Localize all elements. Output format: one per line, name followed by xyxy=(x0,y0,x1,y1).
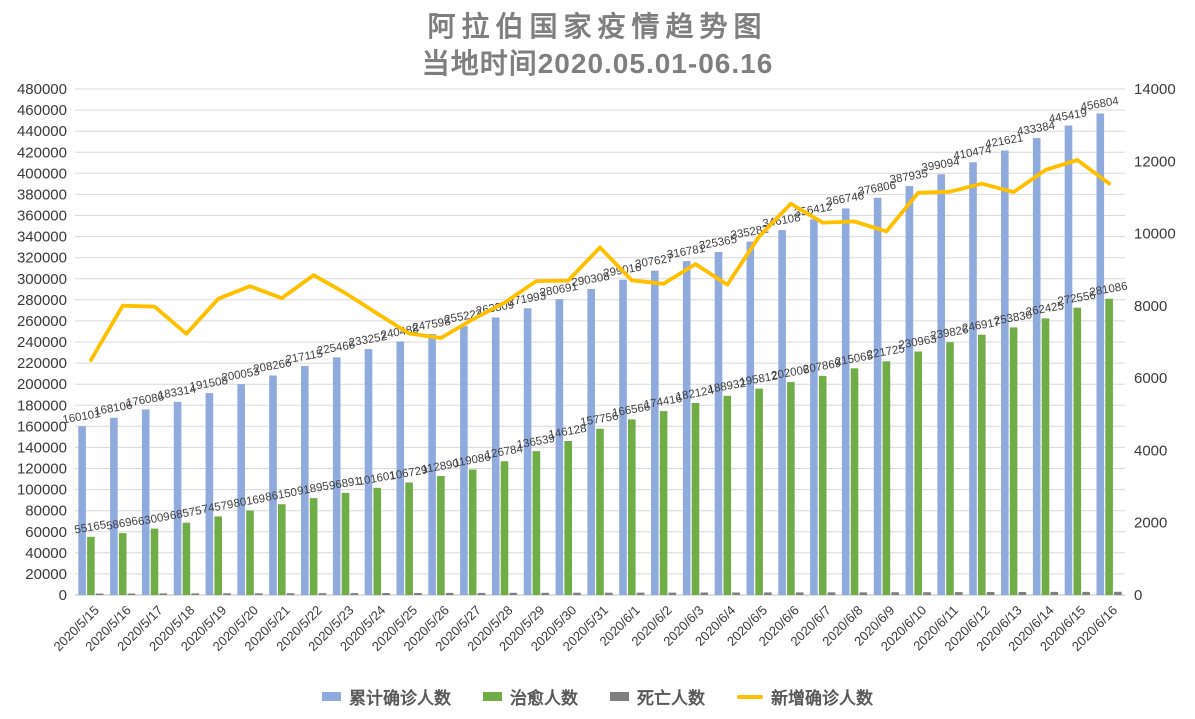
legend-label: 累计确诊人数 xyxy=(349,689,451,708)
svg-text:200000: 200000 xyxy=(17,376,67,393)
svg-text:220000: 220000 xyxy=(17,355,67,372)
series-bars-0 xyxy=(78,113,1105,596)
svg-text:280000: 280000 xyxy=(17,292,67,309)
svg-text:380000: 380000 xyxy=(17,186,67,203)
svg-text:400000: 400000 xyxy=(17,165,67,182)
x-axis-labels: 2020/5/152020/5/162020/5/172020/5/182020… xyxy=(51,603,1121,655)
series-bars-2 xyxy=(95,591,1122,595)
svg-text:86150: 86150 xyxy=(264,487,298,504)
svg-text:60000: 60000 xyxy=(25,524,67,541)
svg-text:140000: 140000 xyxy=(17,439,67,456)
chart-title: 阿拉伯国家疫情趋势图 xyxy=(427,11,768,42)
series-labels-0: 1601011681061760861833141915082000532082… xyxy=(62,95,1121,426)
svg-text:14000: 14000 xyxy=(1134,81,1176,98)
svg-text:2000: 2000 xyxy=(1134,515,1167,532)
chart-subtitle: 当地时间2020.05.01-06.16 xyxy=(421,48,774,79)
svg-text:91895: 91895 xyxy=(296,480,330,497)
svg-text:96891: 96891 xyxy=(328,475,362,492)
legend-bar-swatch xyxy=(610,692,629,701)
svg-text:58696: 58696 xyxy=(105,515,139,532)
series-bars-1 xyxy=(87,298,1113,595)
legend-bar-swatch xyxy=(483,692,502,701)
svg-text:20000: 20000 xyxy=(25,566,67,583)
legend: 累计确诊人数 治愈人数 死亡人数 新增确诊人数 xyxy=(0,684,1195,709)
svg-text:80169: 80169 xyxy=(233,493,267,510)
svg-text:120000: 120000 xyxy=(17,461,67,478)
svg-text:460000: 460000 xyxy=(17,102,67,119)
legend-label: 死亡人数 xyxy=(637,689,705,708)
svg-text:63009: 63009 xyxy=(137,511,171,528)
svg-text:40000: 40000 xyxy=(25,545,67,562)
legend-label: 新增确诊人数 xyxy=(771,689,873,708)
right-axis-ticks: 0 2000 4000 6000 8000 10000 12000 14000 xyxy=(1134,81,1176,604)
svg-text:55165: 55165 xyxy=(74,519,108,536)
svg-text:360000: 360000 xyxy=(17,208,67,225)
svg-text:340000: 340000 xyxy=(17,229,67,246)
svg-text:260000: 260000 xyxy=(17,313,67,330)
legend-item-0: 累计确诊人数 xyxy=(322,684,451,709)
svg-text:420000: 420000 xyxy=(17,144,67,161)
new-cases-line xyxy=(89,158,1111,363)
legend-item-3: 新增确诊人数 xyxy=(737,684,873,709)
svg-text:100000: 100000 xyxy=(17,482,67,499)
svg-text:68575: 68575 xyxy=(169,505,203,522)
svg-text:456804: 456804 xyxy=(1080,95,1120,114)
legend-line-swatch xyxy=(737,694,763,699)
svg-text:180000: 180000 xyxy=(17,397,67,414)
svg-text:240000: 240000 xyxy=(17,334,67,351)
svg-text:80000: 80000 xyxy=(25,503,67,520)
chart-svg: 0200004000060000800001000001200001400001… xyxy=(17,81,1176,655)
legend-bar-swatch xyxy=(322,692,341,701)
svg-text:300000: 300000 xyxy=(17,271,67,288)
svg-text:440000: 440000 xyxy=(17,123,67,140)
svg-text:6000: 6000 xyxy=(1134,370,1167,387)
svg-text:10000: 10000 xyxy=(1134,226,1176,243)
legend-item-1: 治愈人数 xyxy=(483,684,578,709)
svg-text:8000: 8000 xyxy=(1134,298,1167,315)
svg-text:281086: 281086 xyxy=(1089,281,1129,299)
svg-text:0: 0 xyxy=(59,587,67,604)
svg-text:74579: 74579 xyxy=(201,499,235,516)
svg-text:12000: 12000 xyxy=(1134,153,1176,170)
svg-text:320000: 320000 xyxy=(17,250,67,267)
left-axis-ticks: 0 20000 40000 60000 80000 100000 120000 140000 1… xyxy=(17,81,67,604)
legend-item-2: 死亡人数 xyxy=(610,684,705,709)
svg-text:4000: 4000 xyxy=(1134,442,1167,459)
svg-text:160000: 160000 xyxy=(17,418,67,435)
svg-text:480000: 480000 xyxy=(17,81,67,98)
legend-label: 治愈人数 xyxy=(510,689,578,708)
svg-text:0: 0 xyxy=(1134,587,1142,604)
